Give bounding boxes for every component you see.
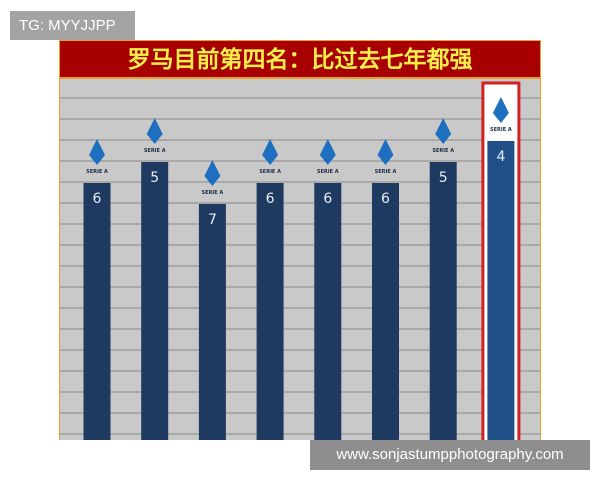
serie-a-logo-icon: SERIE A (432, 118, 454, 154)
svg-text:SERIE A: SERIE A (490, 127, 512, 133)
svg-text:SERIE A: SERIE A (86, 169, 108, 175)
chart-title: 罗马目前第四名：比过去七年都强 (60, 41, 540, 79)
bar (141, 162, 169, 440)
bar (83, 183, 111, 440)
watermark-top: TG: MYYJJPP (10, 11, 135, 40)
bar (429, 162, 457, 440)
serie-a-logo-icon: SERIE A (202, 160, 224, 196)
bar (372, 183, 399, 440)
bar-value-label: 5 (150, 170, 159, 186)
svg-text:SERIE A: SERIE A (144, 148, 166, 154)
serie-a-logo-icon: SERIE A (375, 139, 397, 175)
serie-a-logo-icon: SERIE A (490, 97, 512, 133)
serie-a-logo-icon: SERIE A (86, 139, 108, 175)
svg-text:SERIE A: SERIE A (432, 148, 454, 154)
watermark-bottom: www.sonjastumpphotography.com (310, 440, 590, 470)
bar-value-label: 6 (93, 191, 102, 207)
svg-text:SERIE A: SERIE A (202, 190, 224, 196)
bar (198, 204, 226, 440)
serie-a-logo-icon: SERIE A (317, 139, 339, 175)
bar (314, 183, 342, 440)
svg-text:SERIE A: SERIE A (375, 169, 397, 175)
svg-text:SERIE A: SERIE A (259, 169, 281, 175)
serie-a-logo-icon: SERIE A (259, 139, 281, 175)
bar-value-label: 4 (496, 149, 505, 165)
bar-value-label: 6 (323, 191, 332, 207)
bar-value-label: 5 (439, 170, 448, 186)
chart-panel: 罗马目前第四名：比过去七年都强 (59, 40, 541, 440)
bar-value-label: 6 (381, 191, 390, 207)
bar (256, 183, 284, 440)
bar-value-label: 6 (266, 191, 275, 207)
bar-value-label: 7 (208, 212, 217, 228)
serie-a-logo-icon: SERIE A (144, 118, 166, 154)
svg-text:SERIE A: SERIE A (317, 169, 339, 175)
bar (487, 141, 515, 440)
